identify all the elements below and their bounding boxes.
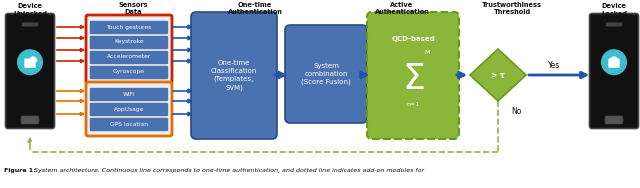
FancyBboxPatch shape [90,103,168,116]
FancyBboxPatch shape [285,25,367,123]
FancyBboxPatch shape [605,116,623,124]
FancyBboxPatch shape [6,14,54,129]
Circle shape [18,50,42,74]
FancyBboxPatch shape [90,88,168,101]
Text: Trustworthiness
Threshold: Trustworthiness Threshold [482,2,542,15]
FancyBboxPatch shape [191,12,277,139]
Text: Figure 1:: Figure 1: [4,168,36,173]
Text: Gyroscope: Gyroscope [113,70,145,74]
Text: Active
Authentication: Active Authentication [374,2,429,15]
FancyBboxPatch shape [24,58,36,68]
Text: GPS location: GPS location [110,121,148,127]
Polygon shape [470,49,526,101]
Text: Accelerometer: Accelerometer [107,55,151,59]
Text: Keystroke: Keystroke [114,39,144,45]
Text: Device
Unlocked: Device Unlocked [13,3,47,17]
Text: > τ: > τ [491,70,505,80]
FancyBboxPatch shape [90,118,168,131]
Text: Sensors
Data: Sensors Data [118,2,148,15]
Text: Device
Locked: Device Locked [601,3,627,17]
Text: No: No [511,106,521,115]
FancyBboxPatch shape [90,36,168,49]
Text: System architecture. Continuous line corresponds to one-time authentication, and: System architecture. Continuous line cor… [32,168,424,173]
FancyBboxPatch shape [589,14,639,129]
FancyBboxPatch shape [90,66,168,79]
FancyBboxPatch shape [606,23,622,27]
Text: QCD-based: QCD-based [391,36,435,42]
FancyBboxPatch shape [90,51,168,64]
Text: n=1: n=1 [406,102,420,108]
FancyBboxPatch shape [90,21,168,34]
FancyBboxPatch shape [86,15,172,83]
Text: WiFi: WiFi [123,92,135,96]
FancyBboxPatch shape [21,116,39,124]
FancyBboxPatch shape [86,82,172,136]
FancyBboxPatch shape [608,58,620,68]
Circle shape [602,50,627,74]
Text: System
combination
(Score Fusion): System combination (Score Fusion) [301,63,351,85]
Text: Touch gestures: Touch gestures [106,24,152,30]
Text: $\Sigma$: $\Sigma$ [402,62,424,96]
Text: Yes: Yes [548,61,560,70]
Text: M: M [424,51,429,55]
Text: AppUsage: AppUsage [114,106,144,111]
Text: One-time
Authentication: One-time Authentication [228,2,282,15]
Text: One-time
Classification
(Templates,
SVM): One-time Classification (Templates, SVM) [211,60,257,91]
FancyBboxPatch shape [22,23,38,27]
FancyBboxPatch shape [367,12,459,139]
